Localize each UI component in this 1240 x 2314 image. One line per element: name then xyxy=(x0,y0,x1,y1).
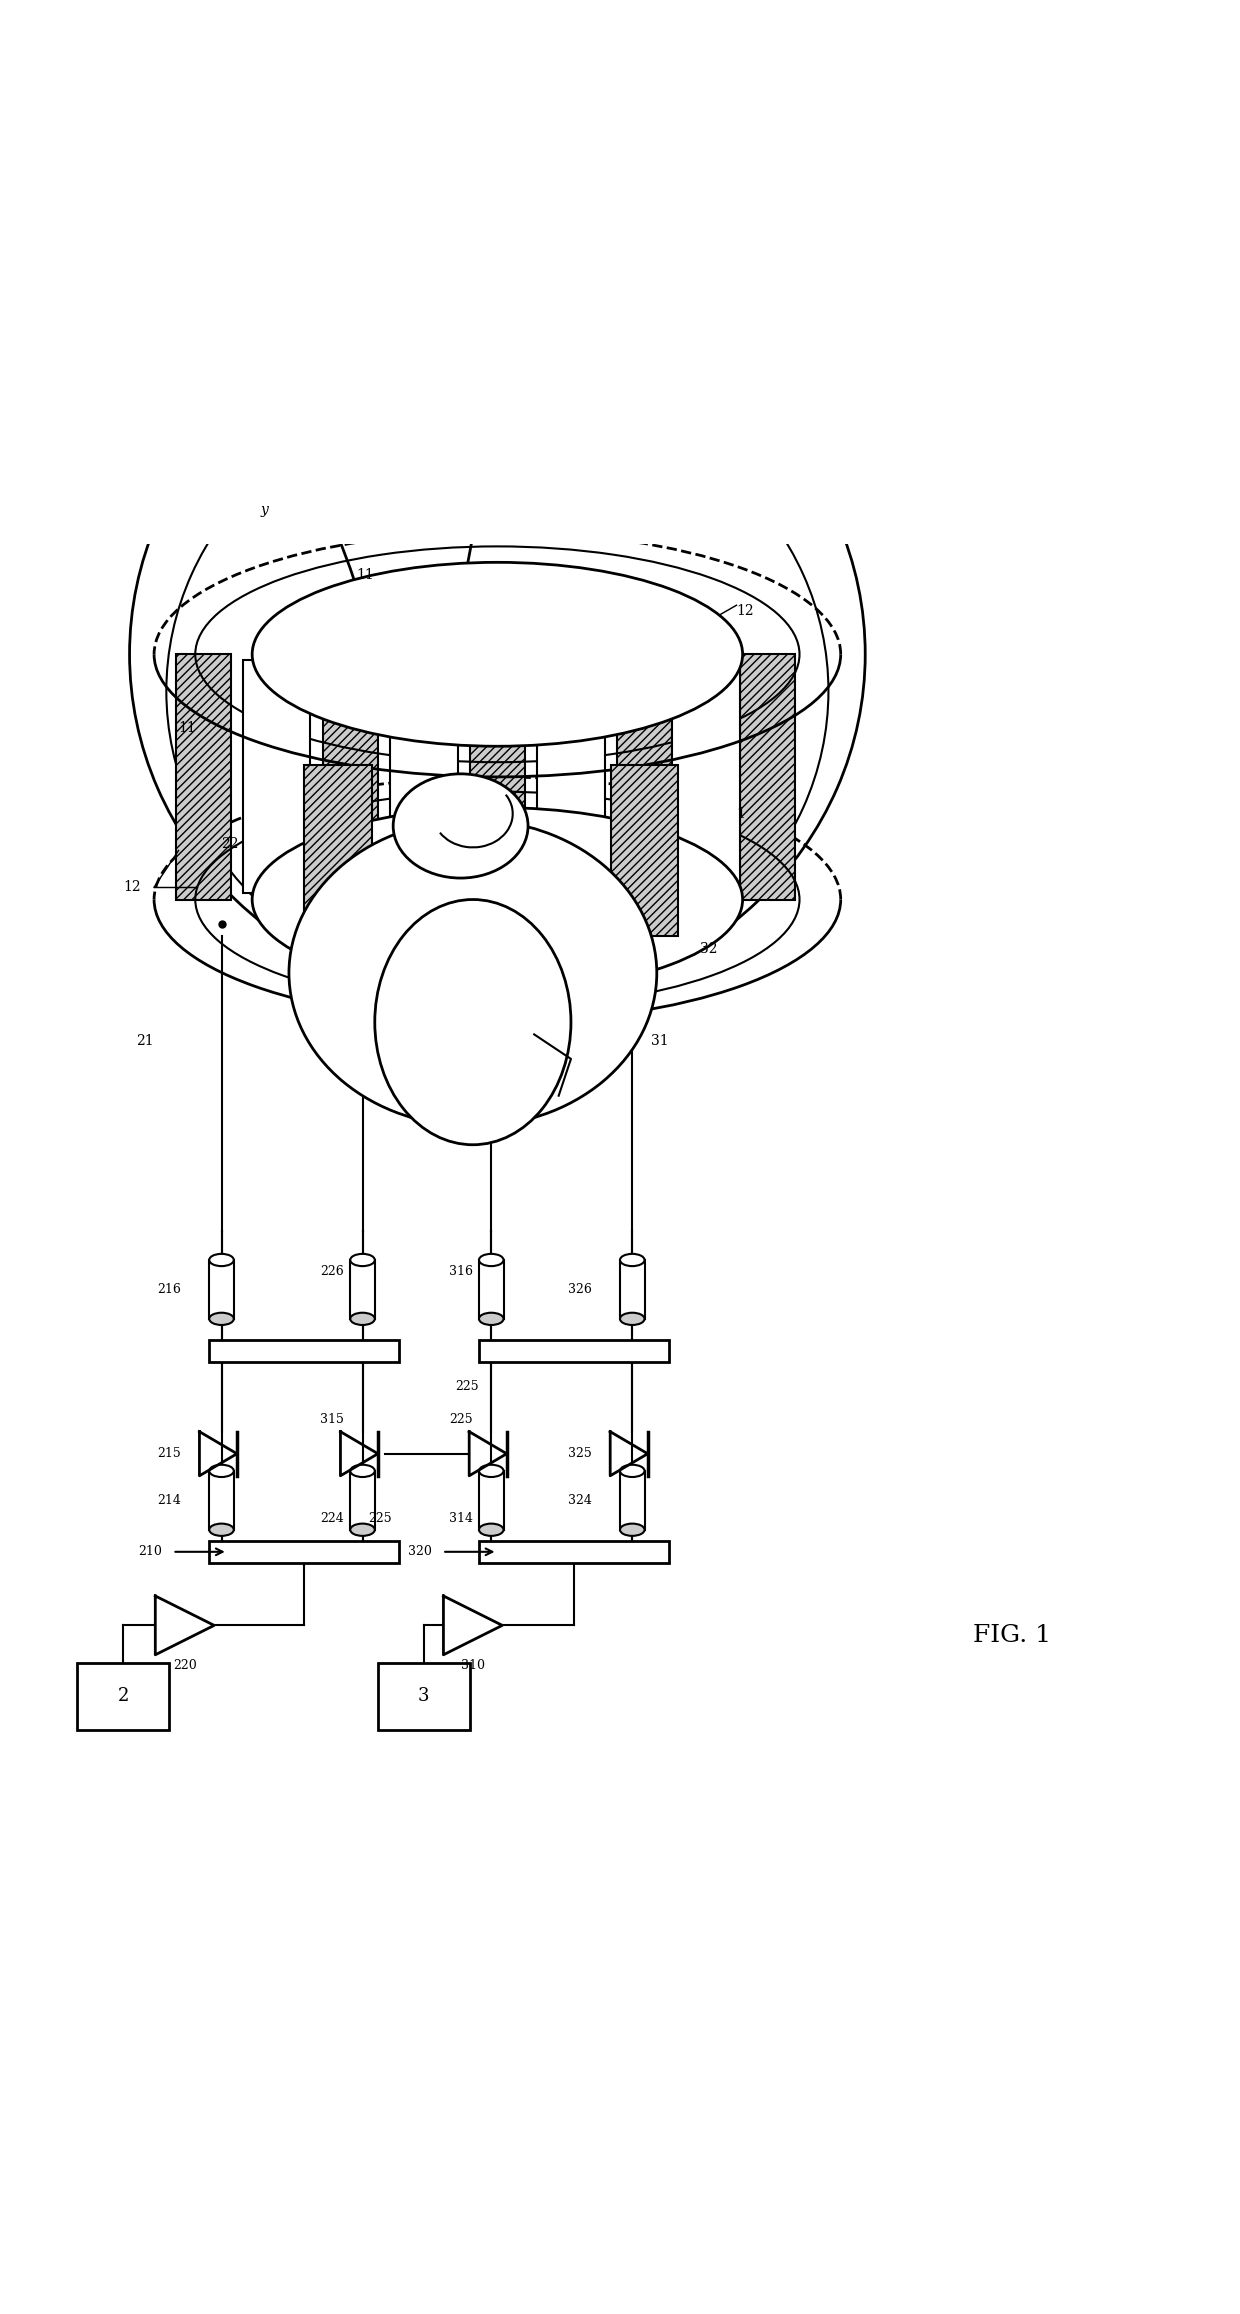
Ellipse shape xyxy=(210,1254,234,1266)
Ellipse shape xyxy=(620,1254,645,1266)
Bar xyxy=(176,655,231,900)
Ellipse shape xyxy=(210,1523,234,1536)
Text: 316: 316 xyxy=(449,1263,472,1277)
Text: 214: 214 xyxy=(157,1495,181,1506)
Text: 3: 3 xyxy=(418,1687,429,1705)
Text: 226: 226 xyxy=(320,1263,345,1277)
Ellipse shape xyxy=(393,773,528,877)
Bar xyxy=(304,764,372,937)
Ellipse shape xyxy=(252,562,743,745)
Bar xyxy=(739,655,795,900)
Ellipse shape xyxy=(479,1312,503,1326)
Bar xyxy=(210,1261,234,1319)
Bar xyxy=(479,1261,503,1319)
Ellipse shape xyxy=(374,900,570,1145)
Ellipse shape xyxy=(350,1523,374,1536)
Text: 11: 11 xyxy=(356,567,374,581)
Text: 325: 325 xyxy=(568,1446,591,1460)
Ellipse shape xyxy=(350,1312,374,1326)
Text: 11: 11 xyxy=(179,722,196,736)
Bar xyxy=(210,1541,399,1562)
Bar xyxy=(620,1261,645,1319)
Bar xyxy=(210,1340,399,1361)
Text: 12: 12 xyxy=(124,879,141,893)
Text: 224: 224 xyxy=(320,1513,345,1525)
Bar xyxy=(391,659,458,893)
Bar xyxy=(322,655,378,900)
Bar xyxy=(350,1261,374,1319)
Bar xyxy=(672,659,739,893)
Ellipse shape xyxy=(620,1465,645,1476)
Ellipse shape xyxy=(289,819,657,1127)
Bar xyxy=(537,659,605,893)
Text: 220: 220 xyxy=(172,1659,197,1673)
Bar xyxy=(479,1472,503,1530)
Bar xyxy=(611,764,678,937)
Bar xyxy=(470,655,525,900)
Ellipse shape xyxy=(479,1465,503,1476)
Bar xyxy=(243,659,310,893)
Ellipse shape xyxy=(252,808,743,990)
Bar xyxy=(479,1541,670,1562)
Text: 315: 315 xyxy=(320,1414,345,1425)
Text: 225: 225 xyxy=(368,1513,392,1525)
Ellipse shape xyxy=(620,1523,645,1536)
Ellipse shape xyxy=(479,1523,503,1536)
Ellipse shape xyxy=(350,1254,374,1266)
Text: 215: 215 xyxy=(157,1446,181,1460)
Bar xyxy=(620,1472,645,1530)
Text: 320: 320 xyxy=(408,1546,432,1557)
Text: 210: 210 xyxy=(139,1546,162,1557)
Bar xyxy=(77,1664,170,1731)
Ellipse shape xyxy=(620,1312,645,1326)
Text: 12: 12 xyxy=(737,604,754,618)
Text: y: y xyxy=(260,502,268,516)
Ellipse shape xyxy=(350,1465,374,1476)
Text: 2: 2 xyxy=(118,1687,129,1705)
Bar xyxy=(350,1472,374,1530)
Text: 31: 31 xyxy=(651,1034,668,1048)
Bar xyxy=(618,655,672,900)
Text: 216: 216 xyxy=(157,1282,181,1296)
Text: 32: 32 xyxy=(699,942,717,956)
Text: 1: 1 xyxy=(737,808,745,821)
Text: 314: 314 xyxy=(449,1513,472,1525)
Bar xyxy=(479,1340,670,1361)
Text: FIG. 1: FIG. 1 xyxy=(973,1624,1052,1648)
Text: 310: 310 xyxy=(461,1659,485,1673)
Ellipse shape xyxy=(479,1254,503,1266)
Text: 21: 21 xyxy=(135,1034,154,1048)
Text: 324: 324 xyxy=(568,1495,591,1506)
Bar xyxy=(210,1472,234,1530)
Text: 225: 225 xyxy=(449,1414,472,1425)
Text: 22: 22 xyxy=(222,838,239,852)
Ellipse shape xyxy=(210,1465,234,1476)
Bar xyxy=(378,1664,470,1731)
Text: 326: 326 xyxy=(568,1282,591,1296)
Ellipse shape xyxy=(210,1312,234,1326)
Text: 225: 225 xyxy=(455,1379,479,1393)
